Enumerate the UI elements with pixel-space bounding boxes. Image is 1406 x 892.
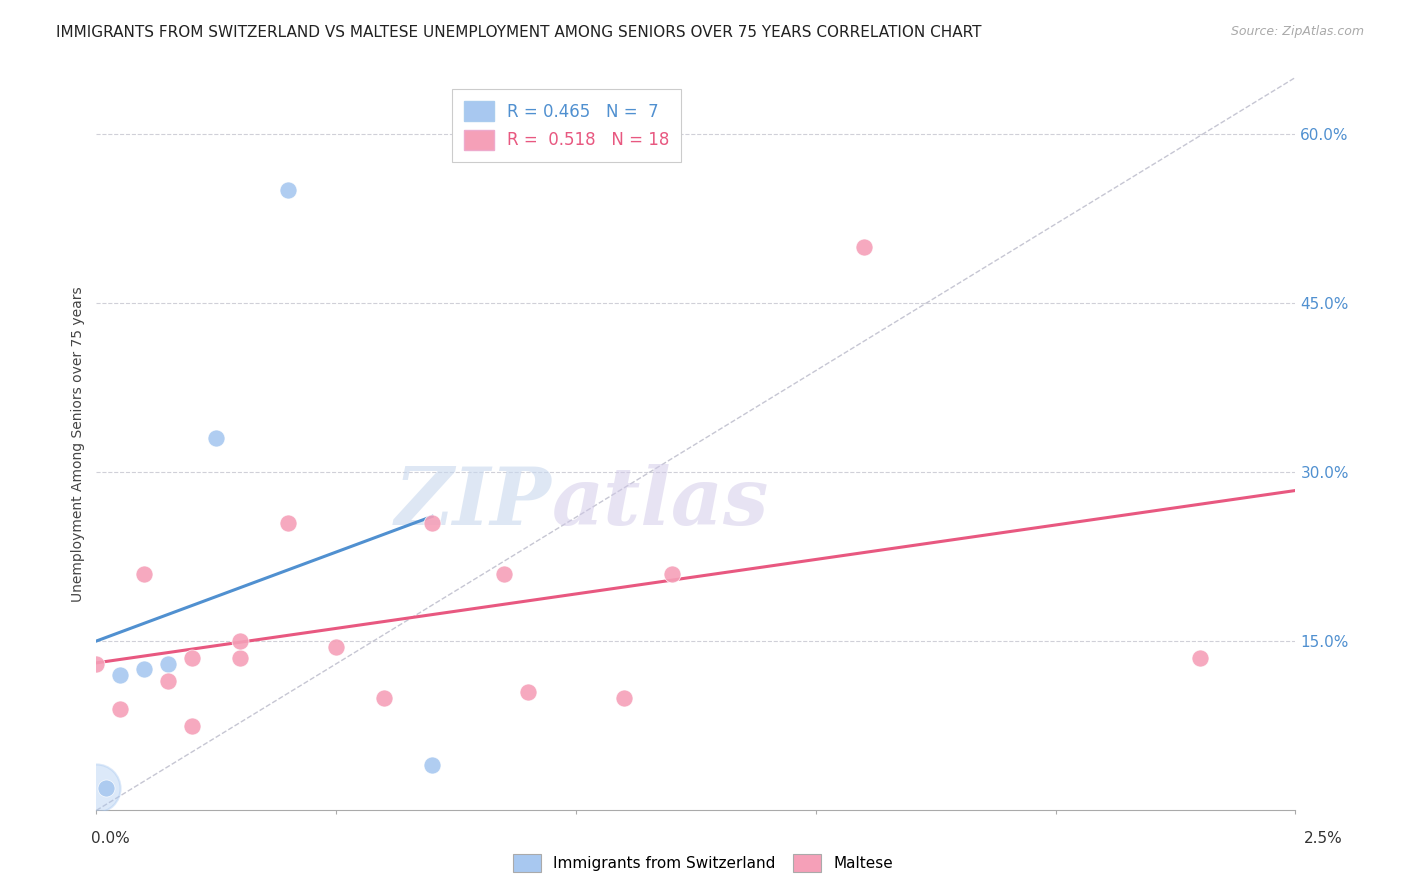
Point bbox=[420, 516, 443, 530]
Point bbox=[420, 758, 443, 772]
Point bbox=[134, 662, 156, 676]
Point bbox=[277, 183, 299, 197]
Point bbox=[325, 640, 347, 654]
Text: IMMIGRANTS FROM SWITZERLAND VS MALTESE UNEMPLOYMENT AMONG SENIORS OVER 75 YEARS : IMMIGRANTS FROM SWITZERLAND VS MALTESE U… bbox=[56, 25, 981, 40]
Point bbox=[661, 566, 683, 581]
Point bbox=[157, 657, 180, 671]
Text: Source: ZipAtlas.com: Source: ZipAtlas.com bbox=[1230, 25, 1364, 38]
Point bbox=[181, 651, 204, 665]
Point bbox=[613, 690, 636, 705]
Text: atlas: atlas bbox=[553, 464, 769, 541]
Point bbox=[94, 780, 117, 795]
Point bbox=[110, 702, 132, 716]
Point bbox=[229, 651, 252, 665]
Legend: Immigrants from Switzerland, Maltese: Immigrants from Switzerland, Maltese bbox=[505, 846, 901, 880]
Legend: R = 0.465   N =  7, R =  0.518   N = 18: R = 0.465 N = 7, R = 0.518 N = 18 bbox=[453, 89, 682, 161]
Point bbox=[86, 657, 108, 671]
Point bbox=[205, 431, 228, 445]
Point bbox=[181, 719, 204, 733]
Point bbox=[492, 566, 515, 581]
Text: ZIP: ZIP bbox=[395, 464, 553, 541]
Point bbox=[517, 685, 540, 699]
Point bbox=[134, 566, 156, 581]
Point bbox=[229, 634, 252, 648]
Y-axis label: Unemployment Among Seniors over 75 years: Unemployment Among Seniors over 75 years bbox=[72, 286, 86, 602]
Point bbox=[157, 673, 180, 688]
Point bbox=[373, 690, 395, 705]
Point bbox=[1188, 651, 1211, 665]
Text: 0.0%: 0.0% bbox=[91, 831, 131, 847]
Text: 2.5%: 2.5% bbox=[1303, 831, 1343, 847]
Point bbox=[86, 780, 108, 795]
Point bbox=[852, 239, 875, 253]
Point bbox=[110, 668, 132, 682]
Point bbox=[277, 516, 299, 530]
